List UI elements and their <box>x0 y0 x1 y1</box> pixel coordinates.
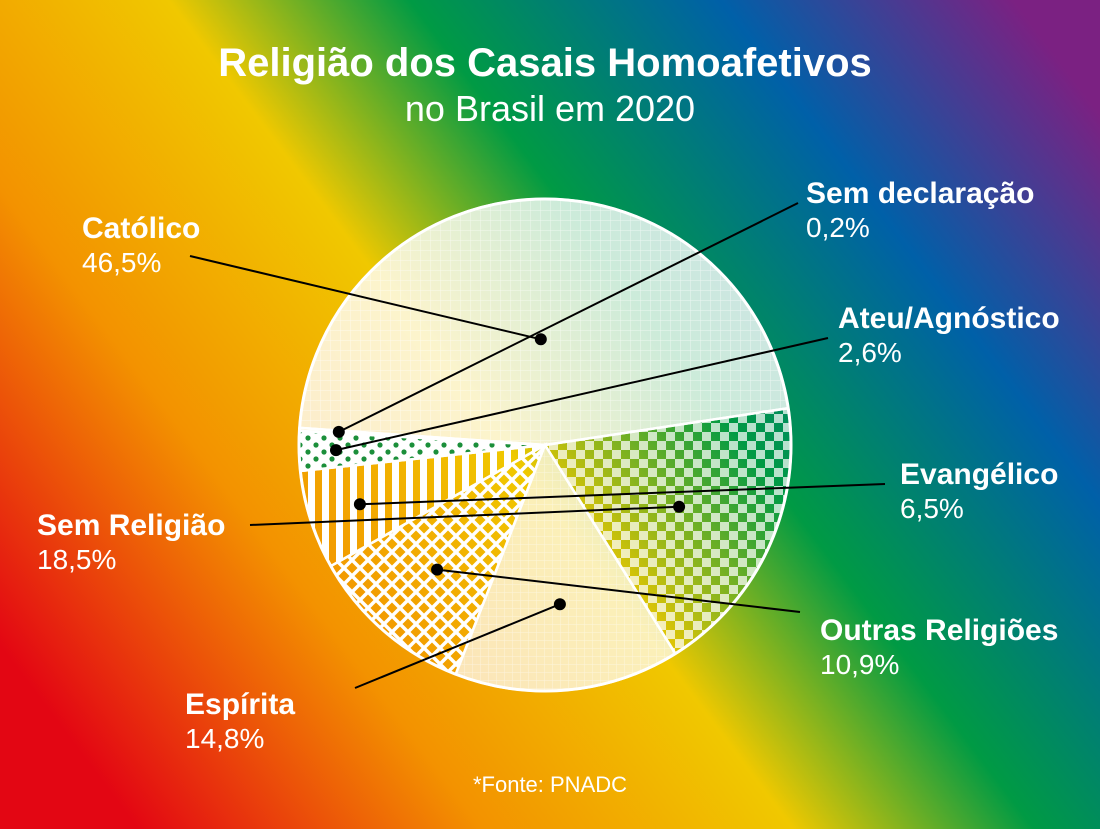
leader-lines <box>189 202 886 689</box>
value-espirita: 14,8% <box>185 723 264 754</box>
chart-title: Religião dos Casais Homoafetivos <box>218 41 872 85</box>
leader-line-ateu-agnostico <box>335 337 829 452</box>
chart-subtitle: no Brasil em 2020 <box>405 88 695 129</box>
value-evangelico: 6,5% <box>900 493 964 524</box>
label-espirita: Espírita <box>185 688 295 721</box>
label-ateu-agnostico: Ateu/Agnóstico <box>838 302 1060 335</box>
label-outras-religioes: Outras Religiões <box>820 614 1058 647</box>
leader-dot-catolico <box>534 333 547 346</box>
source-note: *Fonte: PNADC <box>473 772 627 797</box>
leader-line-catolico <box>189 255 542 341</box>
leader-dot-espirita <box>553 598 566 611</box>
label-catolico: Católico <box>82 212 200 245</box>
pie-slices <box>297 197 793 693</box>
label-sem-religiao: Sem Religião <box>37 509 225 542</box>
leader-line-espirita <box>354 603 561 689</box>
label-evangelico: Evangélico <box>900 458 1058 491</box>
value-ateu-agnostico: 2,6% <box>838 337 902 368</box>
leader-dot-evangelico <box>353 498 366 511</box>
value-outras-religioes: 10,9% <box>820 649 899 680</box>
value-sem-religiao: 18,5% <box>37 544 116 575</box>
leader-line-outras-religioes <box>436 568 801 613</box>
pie-rim <box>297 197 793 693</box>
leader-line-evangelico <box>359 483 886 506</box>
label-sem-declaracao: Sem declaração <box>806 177 1034 210</box>
value-sem-declaracao: 0,2% <box>806 212 870 243</box>
leader-dot-outras-religioes <box>431 563 444 576</box>
leader-line-sem-declaracao <box>338 202 799 433</box>
leader-dot-ateu-agnostico <box>330 444 342 457</box>
leader-dot-sem-religiao <box>673 500 686 513</box>
value-catolico: 46,5% <box>82 247 161 278</box>
leader-line-sem-religiao <box>249 505 680 526</box>
leader-dot-sem-declaracao <box>332 425 345 438</box>
